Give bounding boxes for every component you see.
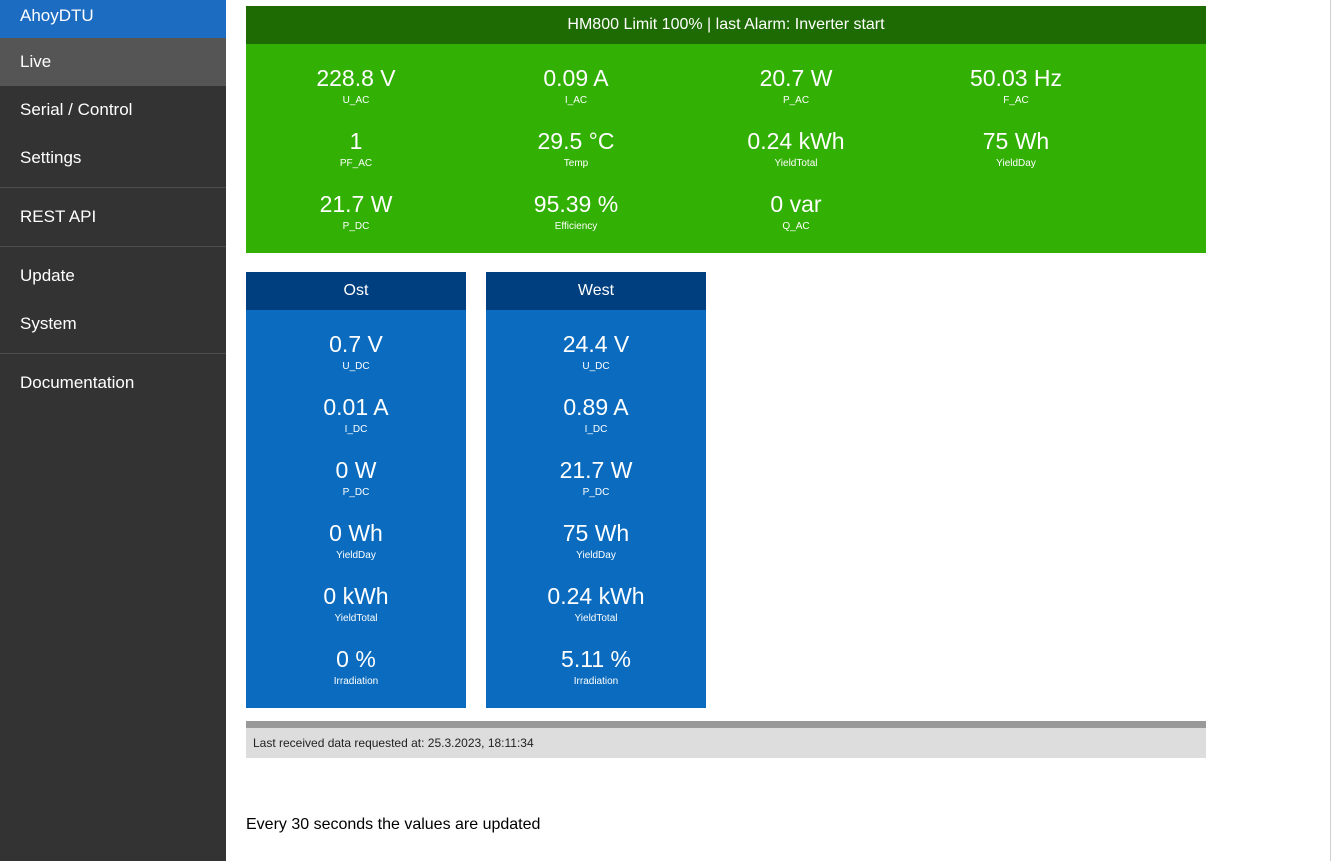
sidebar-divider — [0, 246, 226, 247]
metric-value: 0.24 kWh — [547, 583, 645, 609]
metric-label: U_DC — [342, 361, 370, 372]
sidebar-item-system[interactable]: System — [20, 314, 77, 333]
metric-value: 0 var — [770, 191, 822, 217]
main-content: HM800 Limit 100% | last Alarm: Inverter … — [246, 0, 1206, 861]
metric-q-ac: 0 var Q_AC — [686, 191, 906, 233]
sidebar-item-settings[interactable]: Settings — [20, 148, 82, 167]
metric-label: YieldTotal — [574, 613, 618, 624]
metric-value: 50.03 Hz — [969, 65, 1063, 91]
metric-label: YieldTotal — [774, 158, 818, 169]
metric-irradiation: 0 % Irradiation — [246, 646, 466, 688]
update-note: Every 30 seconds the values are updated — [246, 816, 541, 833]
metric-label: P_AC — [782, 95, 810, 106]
metric-f-ac: 50.03 Hz F_AC — [906, 65, 1126, 107]
metric-p-dc: 21.7 W P_DC — [246, 191, 466, 233]
metric-label: PF_AC — [339, 158, 373, 169]
metric-value: 0.7 V — [329, 331, 383, 357]
inverter-card: HM800 Limit 100% | last Alarm: Inverter … — [246, 6, 1206, 253]
metric-efficiency: 95.39 % Efficiency — [466, 191, 686, 233]
metric-p-dc: 21.7 W P_DC — [486, 457, 706, 499]
metric-yield-total: 0.24 kWh YieldTotal — [486, 583, 706, 625]
metric-yield-day: 75 Wh YieldDay — [906, 128, 1126, 170]
metric-value: 1 — [349, 128, 363, 154]
page-right-edge — [1330, 0, 1335, 861]
metric-label: P_DC — [342, 487, 370, 498]
sidebar: AhoyDTU Live Serial / Control Settings R… — [0, 0, 226, 861]
sidebar-item-rest-api[interactable]: REST API — [20, 207, 97, 226]
metric-pf-ac: 1 PF_AC — [246, 128, 466, 170]
metric-label: P_DC — [342, 221, 370, 232]
metric-i-ac: 0.09 A I_AC — [466, 65, 686, 107]
metric-label: YieldDay — [336, 550, 376, 561]
inverter-header: HM800 Limit 100% | last Alarm: Inverter … — [246, 6, 1206, 44]
status-bar: Last received data requested at: 25.3.20… — [246, 721, 1206, 758]
metric-label: Temp — [563, 158, 589, 169]
metric-value: 21.7 W — [559, 457, 633, 483]
metric-label: F_AC — [1003, 95, 1029, 106]
metric-u-dc: 24.4 V U_DC — [486, 331, 706, 373]
sidebar-item-live[interactable]: Live — [0, 38, 226, 86]
metric-value: 29.5 °C — [537, 128, 615, 154]
metric-yield-day: 75 Wh YieldDay — [486, 520, 706, 562]
string-header: West — [486, 272, 706, 310]
metric-value: 0 kWh — [323, 583, 389, 609]
metric-label: U_AC — [342, 95, 370, 106]
metric-value: 75 Wh — [562, 520, 630, 546]
metric-i-dc: 0.01 A I_DC — [246, 394, 466, 436]
metric-label: I_DC — [344, 424, 368, 435]
metric-label: Efficiency — [554, 221, 598, 232]
metric-u-dc: 0.7 V U_DC — [246, 331, 466, 373]
string-card-ost: Ost 0.7 V U_DC 0.01 A I_DC 0 W P_DC 0 Wh… — [246, 272, 466, 708]
metric-label: Irradiation — [333, 676, 379, 687]
metric-yield-day: 0 Wh YieldDay — [246, 520, 466, 562]
string-card-west: West 24.4 V U_DC 0.89 A I_DC 21.7 W P_DC… — [486, 272, 706, 708]
metric-i-dc: 0.89 A I_DC — [486, 394, 706, 436]
metric-value: 20.7 W — [759, 65, 833, 91]
metric-label: Q_AC — [782, 221, 810, 232]
metric-value: 21.7 W — [319, 191, 393, 217]
metric-label: I_DC — [584, 424, 608, 435]
metric-value: 24.4 V — [562, 331, 630, 357]
metric-u-ac: 228.8 V U_AC — [246, 65, 466, 107]
metric-value: 0 Wh — [329, 520, 383, 546]
sidebar-item-documentation[interactable]: Documentation — [20, 373, 135, 392]
metric-yield-total: 0.24 kWh YieldTotal — [686, 128, 906, 170]
metric-value: 0 W — [335, 457, 377, 483]
string-header: Ost — [246, 272, 466, 310]
metric-label: YieldTotal — [334, 613, 378, 624]
sidebar-divider — [0, 353, 226, 354]
metric-p-ac: 20.7 W P_AC — [686, 65, 906, 107]
metric-p-dc: 0 W P_DC — [246, 457, 466, 499]
sidebar-item-serial-control[interactable]: Serial / Control — [20, 100, 133, 119]
sidebar-divider — [0, 187, 226, 188]
metric-value: 0 % — [336, 646, 376, 672]
metric-value: 228.8 V — [316, 65, 396, 91]
metric-value: 5.11 % — [561, 646, 631, 672]
last-received-text: Last received data requested at: 25.3.20… — [253, 736, 534, 750]
sidebar-item-update[interactable]: Update — [20, 266, 75, 285]
metric-temp: 29.5 °C Temp — [466, 128, 686, 170]
metric-yield-total: 0 kWh YieldTotal — [246, 583, 466, 625]
metric-label: U_DC — [582, 361, 610, 372]
metric-label: P_DC — [582, 487, 610, 498]
metric-value: 0.24 kWh — [747, 128, 845, 154]
metric-label: YieldDay — [996, 158, 1036, 169]
metric-value: 0.01 A — [323, 394, 389, 420]
metric-value: 0.09 A — [543, 65, 609, 91]
metric-label: I_AC — [564, 95, 588, 106]
metric-irradiation: 5.11 % Irradiation — [486, 646, 706, 688]
metric-value: 75 Wh — [982, 128, 1050, 154]
metric-label: YieldDay — [576, 550, 616, 561]
metric-label: Irradiation — [573, 676, 619, 687]
metric-value: 95.39 % — [533, 191, 619, 217]
metric-value: 0.89 A — [563, 394, 629, 420]
brand-link[interactable]: AhoyDTU — [0, 0, 226, 38]
